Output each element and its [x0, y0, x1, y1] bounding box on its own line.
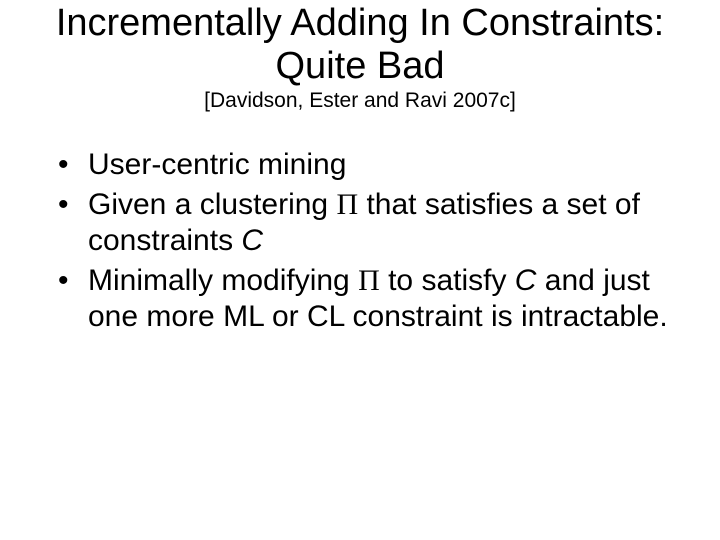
- bullet-text: to satisfy: [380, 264, 515, 297]
- pi-symbol: Π: [336, 188, 358, 221]
- italic-var: C: [515, 264, 537, 297]
- pi-symbol: Π: [358, 264, 380, 297]
- body: User-centric mining Given a clustering Π…: [0, 147, 720, 335]
- slide: Incrementally Adding In Constraints: Qui…: [0, 2, 720, 540]
- slide-title: Incrementally Adding In Constraints: Qui…: [0, 2, 720, 87]
- italic-var: C: [241, 224, 263, 257]
- citation: [Davidson, Ester and Ravi 2007c]: [0, 89, 720, 113]
- bullet-list: User-centric mining Given a clustering Π…: [58, 147, 680, 335]
- bullet-item: Given a clustering Π that satisfies a se…: [58, 187, 680, 259]
- bullet-text: User-centric mining: [88, 148, 346, 181]
- title-line-2: Quite Bad: [276, 45, 445, 87]
- bullet-item: Minimally modifying Π to satisfy C and j…: [58, 263, 680, 335]
- title-line-1: Incrementally Adding In Constraints:: [56, 2, 664, 44]
- bullet-text: Minimally modifying: [88, 264, 358, 297]
- bullet-item: User-centric mining: [58, 147, 680, 183]
- bullet-text: Given a clustering: [88, 188, 336, 221]
